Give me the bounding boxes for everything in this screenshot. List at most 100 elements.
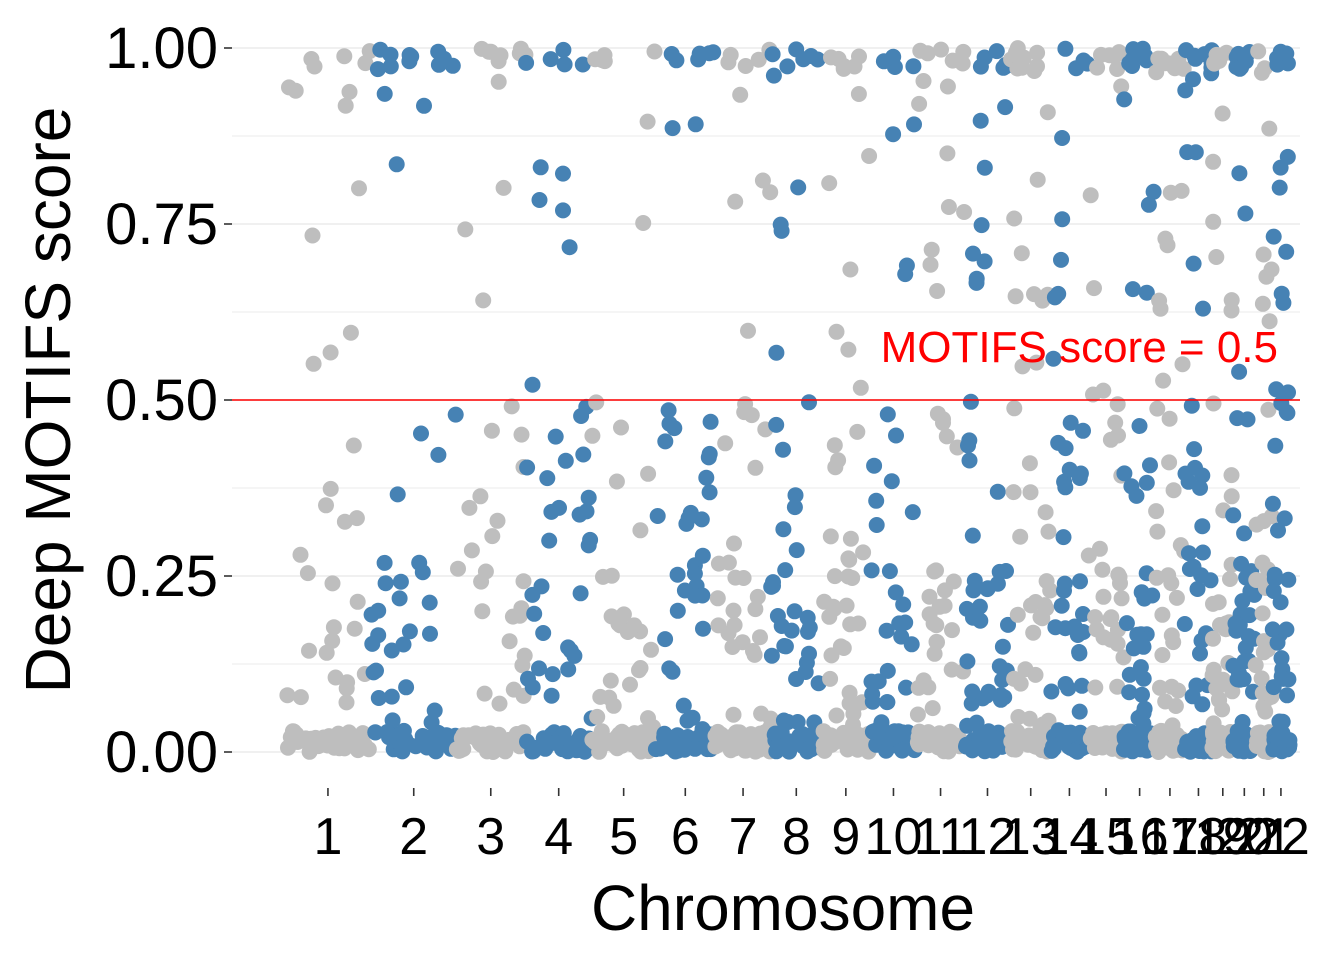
data-point bbox=[1264, 495, 1281, 512]
data-point bbox=[1113, 590, 1130, 607]
data-point bbox=[868, 517, 885, 533]
data-point bbox=[994, 638, 1011, 655]
data-point bbox=[864, 686, 881, 703]
data-point bbox=[922, 256, 939, 273]
data-point bbox=[954, 55, 971, 72]
data-point bbox=[475, 292, 492, 309]
data-point bbox=[473, 573, 490, 590]
data-point bbox=[643, 724, 660, 741]
data-point bbox=[1161, 410, 1178, 427]
data-point bbox=[1111, 44, 1127, 61]
data-point bbox=[1194, 518, 1211, 535]
data-point bbox=[971, 598, 988, 615]
x-tick-label: 7 bbox=[729, 808, 758, 866]
data-point bbox=[501, 731, 518, 748]
data-point bbox=[1021, 710, 1038, 727]
x-tick-label: 17 bbox=[1141, 808, 1199, 866]
data-point bbox=[646, 43, 663, 60]
data-point bbox=[794, 726, 811, 743]
data-point bbox=[944, 622, 960, 639]
data-point bbox=[691, 45, 708, 62]
data-point bbox=[513, 426, 530, 443]
data-point bbox=[1006, 670, 1023, 687]
data-point bbox=[790, 179, 807, 196]
data-point bbox=[1095, 382, 1112, 399]
data-point bbox=[1165, 634, 1182, 651]
data-point bbox=[1278, 243, 1295, 260]
data-point bbox=[1116, 91, 1133, 108]
data-point bbox=[841, 551, 858, 568]
data-point bbox=[881, 563, 898, 580]
data-point bbox=[709, 590, 726, 607]
data-point bbox=[363, 606, 380, 623]
data-point bbox=[524, 679, 541, 696]
data-point bbox=[1165, 482, 1182, 499]
data-point bbox=[788, 671, 805, 687]
data-point bbox=[1205, 395, 1222, 412]
data-point bbox=[850, 615, 867, 632]
x-tick-label: 15 bbox=[1077, 808, 1135, 866]
data-point bbox=[337, 97, 354, 114]
data-point bbox=[904, 504, 921, 521]
data-point bbox=[1194, 696, 1211, 713]
data-point bbox=[1071, 703, 1088, 720]
data-point bbox=[1279, 687, 1295, 704]
data-point bbox=[1185, 558, 1202, 575]
data-point bbox=[1121, 684, 1138, 701]
data-point bbox=[401, 623, 418, 640]
data-point bbox=[463, 542, 480, 559]
data-point bbox=[472, 488, 489, 505]
data-point bbox=[349, 593, 366, 610]
data-point bbox=[1225, 507, 1242, 524]
data-point bbox=[490, 73, 507, 90]
data-point bbox=[675, 697, 692, 714]
data-point bbox=[923, 241, 940, 258]
data-point bbox=[1270, 522, 1286, 539]
data-point bbox=[1124, 51, 1141, 68]
data-point bbox=[959, 717, 976, 734]
data-point bbox=[855, 544, 872, 561]
data-point bbox=[569, 737, 586, 754]
data-point bbox=[895, 596, 912, 613]
y-tick-label: 0.25 bbox=[105, 544, 218, 609]
data-point bbox=[1109, 396, 1126, 413]
data-point bbox=[1234, 593, 1251, 610]
data-point bbox=[725, 706, 742, 723]
data-point bbox=[544, 666, 561, 683]
data-point bbox=[1195, 300, 1211, 317]
data-point bbox=[381, 729, 397, 746]
data-point bbox=[561, 239, 578, 256]
data-point bbox=[1179, 144, 1196, 161]
data-point bbox=[1254, 295, 1271, 312]
data-point bbox=[747, 601, 764, 618]
data-point bbox=[414, 564, 431, 581]
data-point bbox=[915, 73, 932, 89]
data-point bbox=[700, 449, 717, 466]
data-point bbox=[981, 732, 998, 749]
y-tick-label: 0.75 bbox=[105, 192, 218, 257]
data-point bbox=[738, 742, 754, 759]
data-point bbox=[1216, 675, 1233, 692]
data-point bbox=[447, 406, 464, 423]
data-point bbox=[749, 588, 766, 605]
data-point bbox=[515, 573, 532, 590]
data-point bbox=[531, 660, 547, 677]
data-point bbox=[1278, 45, 1295, 62]
y-tick-label: 0.00 bbox=[105, 720, 218, 785]
data-point bbox=[519, 459, 536, 476]
data-point bbox=[461, 499, 478, 516]
data-point bbox=[1087, 679, 1104, 696]
y-tick-label: 0.50 bbox=[105, 368, 218, 433]
data-point bbox=[775, 521, 792, 538]
data-point bbox=[336, 48, 353, 65]
data-point bbox=[726, 617, 743, 633]
data-point bbox=[1131, 418, 1148, 434]
data-point bbox=[1185, 71, 1201, 88]
data-point bbox=[632, 522, 649, 539]
data-point bbox=[1000, 616, 1016, 633]
data-point bbox=[1109, 678, 1126, 695]
data-point bbox=[342, 324, 359, 341]
data-point bbox=[938, 741, 955, 758]
data-point bbox=[938, 428, 955, 445]
data-point bbox=[769, 608, 786, 624]
